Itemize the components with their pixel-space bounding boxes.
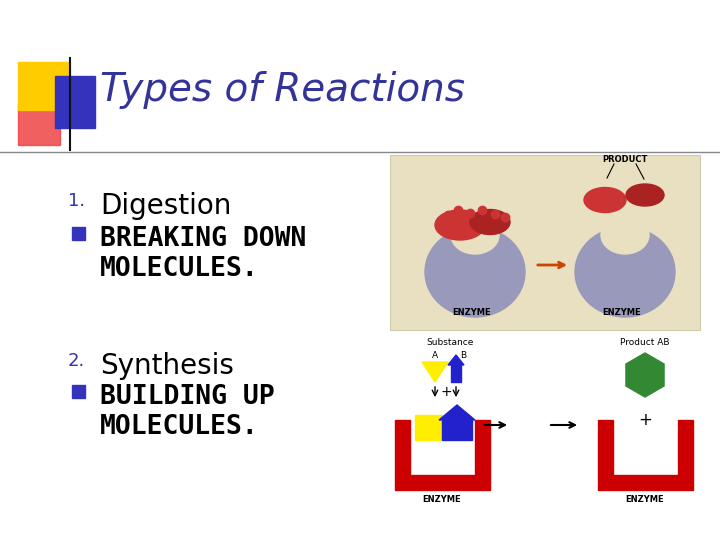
Text: 2.: 2. <box>68 352 85 370</box>
Ellipse shape <box>584 187 626 213</box>
Ellipse shape <box>601 216 649 254</box>
Text: Substance: Substance <box>426 338 474 347</box>
Text: BUILDING UP: BUILDING UP <box>100 384 274 410</box>
Polygon shape <box>448 355 464 365</box>
Bar <box>72 385 85 398</box>
Text: Types of Reactions: Types of Reactions <box>100 71 465 109</box>
Text: ENZYME: ENZYME <box>453 308 491 317</box>
Polygon shape <box>598 420 693 490</box>
Polygon shape <box>442 420 472 440</box>
Bar <box>390 155 700 330</box>
Text: Product AB: Product AB <box>620 338 670 347</box>
Text: ENZYME: ENZYME <box>603 308 642 317</box>
Ellipse shape <box>626 184 664 206</box>
Text: Digestion: Digestion <box>100 192 231 220</box>
Ellipse shape <box>425 227 525 317</box>
Text: MOLECULES.: MOLECULES. <box>100 414 258 440</box>
Ellipse shape <box>470 210 510 234</box>
Text: MOLECULES.: MOLECULES. <box>100 256 258 282</box>
Text: BREAKING DOWN: BREAKING DOWN <box>100 226 307 252</box>
Text: A: A <box>432 351 438 360</box>
Text: ENZYME: ENZYME <box>626 495 665 504</box>
Polygon shape <box>395 420 490 490</box>
Polygon shape <box>451 365 461 382</box>
Bar <box>55 76 95 128</box>
Ellipse shape <box>575 227 675 317</box>
Bar <box>18 103 60 145</box>
Text: ENZYME: ENZYME <box>423 495 462 504</box>
Polygon shape <box>626 353 664 397</box>
Polygon shape <box>415 415 442 440</box>
Bar <box>72 227 85 240</box>
Polygon shape <box>439 405 475 420</box>
Text: PRODUCT: PRODUCT <box>603 155 648 164</box>
Text: +: + <box>638 411 652 429</box>
Text: Synthesis: Synthesis <box>100 352 234 380</box>
Ellipse shape <box>451 216 499 254</box>
Text: +: + <box>440 385 452 399</box>
Polygon shape <box>422 362 448 382</box>
Text: B: B <box>460 351 466 360</box>
Ellipse shape <box>435 210 485 240</box>
Text: 1.: 1. <box>68 192 85 210</box>
Bar <box>18 62 70 110</box>
